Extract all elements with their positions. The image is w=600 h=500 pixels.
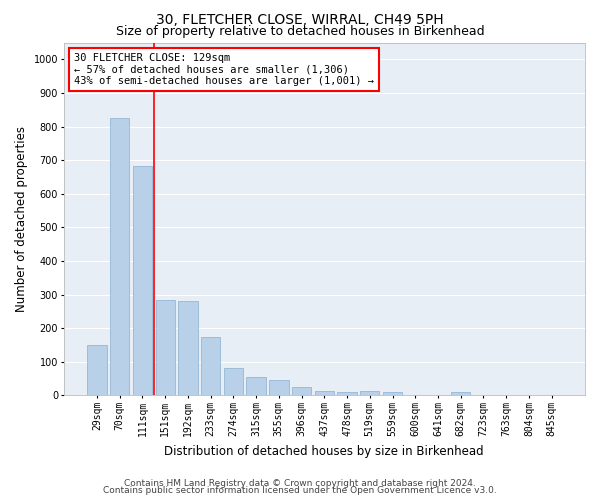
Text: Contains HM Land Registry data © Crown copyright and database right 2024.: Contains HM Land Registry data © Crown c… [124, 478, 476, 488]
Bar [110, 118, 130, 396]
Text: Size of property relative to detached houses in Birkenhead: Size of property relative to detached ho… [116, 25, 484, 38]
Y-axis label: Number of detached properties: Number of detached properties [15, 126, 28, 312]
Bar [178, 302, 197, 396]
Bar [133, 166, 152, 396]
Bar [383, 392, 402, 396]
Text: Contains public sector information licensed under the Open Government Licence v3: Contains public sector information licen… [103, 486, 497, 495]
Text: 30, FLETCHER CLOSE, WIRRAL, CH49 5PH: 30, FLETCHER CLOSE, WIRRAL, CH49 5PH [156, 12, 444, 26]
Bar [360, 392, 379, 396]
Bar [201, 336, 220, 396]
Bar [314, 391, 334, 396]
Bar [224, 368, 243, 396]
Bar [269, 380, 289, 396]
Bar [451, 392, 470, 396]
Bar [337, 392, 357, 396]
X-axis label: Distribution of detached houses by size in Birkenhead: Distribution of detached houses by size … [164, 444, 484, 458]
Bar [247, 377, 266, 396]
Bar [88, 345, 107, 396]
Text: 30 FLETCHER CLOSE: 129sqm
← 57% of detached houses are smaller (1,306)
43% of se: 30 FLETCHER CLOSE: 129sqm ← 57% of detac… [74, 53, 374, 86]
Bar [155, 300, 175, 396]
Bar [292, 387, 311, 396]
